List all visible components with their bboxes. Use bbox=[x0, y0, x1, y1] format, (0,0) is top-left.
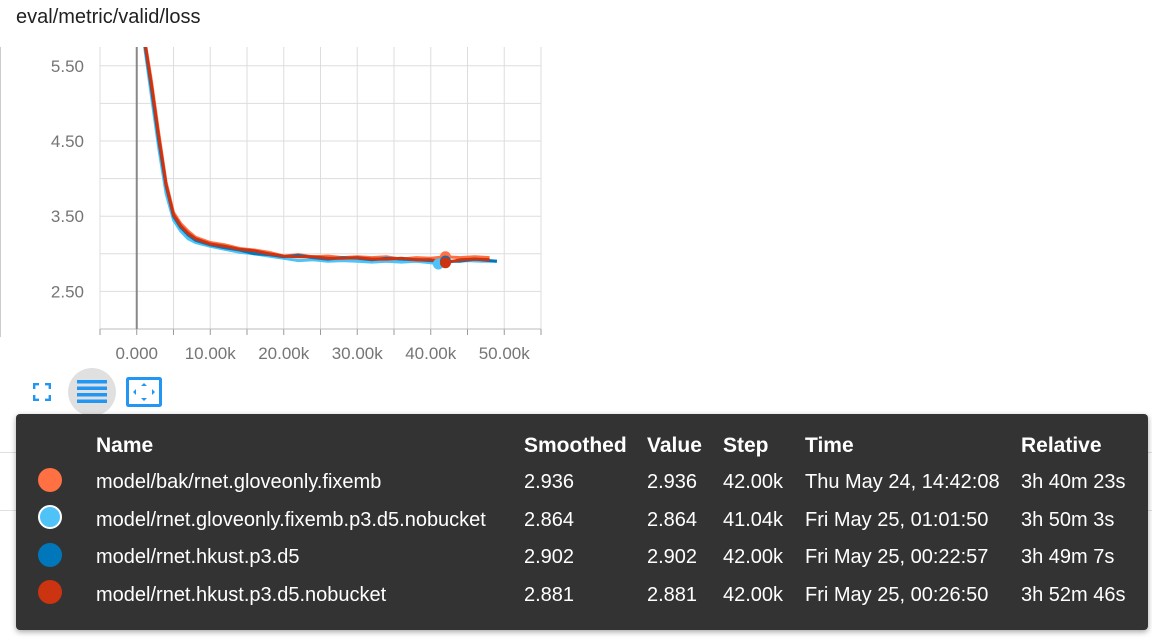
hover-point bbox=[439, 257, 451, 269]
time-value: Thu May 24, 14:42:08 bbox=[805, 471, 1000, 494]
step-header: Step bbox=[723, 434, 769, 457]
smoothed-value: 2.902 bbox=[524, 546, 575, 569]
step-value: 42.00k bbox=[723, 471, 784, 494]
run-name: model/rnet.hkust.p3.d5 bbox=[96, 546, 300, 569]
tooltip-row: model/rnet.hkust.p3.d5 2.902 2.902 42.00… bbox=[26, 539, 1134, 577]
x-tick-label: 30.00k bbox=[332, 344, 384, 363]
relative-header: Relative bbox=[1021, 434, 1102, 457]
series-color-swatch bbox=[38, 505, 62, 530]
fullscreen-button[interactable] bbox=[18, 368, 66, 416]
smoothed-value: 2.864 bbox=[524, 508, 575, 531]
time-value: Fri May 25, 00:26:50 bbox=[805, 583, 989, 606]
x-tick-label: 20.00k bbox=[258, 344, 310, 363]
y-tick-label: 4.50 bbox=[51, 132, 84, 151]
value-header: Value bbox=[647, 434, 702, 457]
time-header: Time bbox=[805, 434, 854, 457]
data-tooltip: Name Smoothed Value Step Time Relative m… bbox=[16, 414, 1148, 630]
series-color-swatch bbox=[38, 542, 62, 567]
x-tick-label: 50.00k bbox=[479, 344, 531, 363]
fullscreen-icon bbox=[33, 383, 51, 401]
run-name: model/rnet.hkust.p3.d5.nobucket bbox=[96, 583, 387, 606]
toggle-y-log-button[interactable] bbox=[68, 368, 116, 416]
step-value: 41.04k bbox=[723, 508, 784, 531]
relative-value: 3h 49m 7s bbox=[1021, 546, 1115, 569]
raw-value: 2.881 bbox=[647, 583, 698, 606]
time-value: Fri May 25, 00:22:57 bbox=[805, 546, 989, 569]
chart-toolbar bbox=[26, 368, 186, 416]
tooltip-row: model/rnet.hkust.p3.d5.nobucket 2.881 2.… bbox=[26, 577, 1134, 615]
step-value: 42.00k bbox=[723, 583, 784, 606]
name-header: Name bbox=[96, 434, 154, 457]
raw-value: 2.902 bbox=[647, 546, 698, 569]
step-value: 42.00k bbox=[723, 546, 784, 569]
x-tick-label: 10.00k bbox=[185, 344, 237, 363]
tooltip-header-row: Name Smoothed Value Step Time Relative bbox=[26, 428, 1134, 464]
y-tick-label: 5.50 bbox=[51, 57, 84, 76]
series-color-swatch bbox=[38, 580, 62, 605]
line-chart[interactable]: 2.50 3.50 4.50 5.50 0.000 10.00k 20.00k 30.00k 4… bbox=[0, 40, 560, 370]
raw-value: 2.936 bbox=[647, 471, 698, 494]
y-tick-label: 2.50 bbox=[51, 282, 84, 301]
chart-area[interactable]: 2.50 3.50 4.50 5.50 0.000 10.00k 20.00k 30.00k 4… bbox=[0, 40, 560, 370]
tooltip-row: model/bak/rnet.gloveonly.fixemb 2.936 2.… bbox=[26, 464, 1134, 502]
run-name: model/rnet.gloveonly.fixemb.p3.d5.nobuck… bbox=[96, 508, 486, 531]
relative-value: 3h 50m 3s bbox=[1021, 508, 1115, 531]
time-value: Fri May 25, 01:01:50 bbox=[805, 508, 989, 531]
x-tick-label: 0.000 bbox=[115, 344, 158, 363]
relative-value: 3h 40m 23s bbox=[1021, 471, 1126, 494]
series-color-swatch bbox=[38, 467, 62, 492]
smoothed-header: Smoothed bbox=[524, 434, 627, 457]
series-line bbox=[144, 47, 490, 261]
smoothed-value: 2.936 bbox=[524, 471, 575, 494]
swatch-header bbox=[26, 428, 96, 464]
run-name: model/bak/rnet.gloveonly.fixemb bbox=[96, 471, 382, 494]
series-line bbox=[144, 47, 490, 265]
fit-domain-button[interactable] bbox=[120, 368, 168, 416]
relative-value: 3h 52m 46s bbox=[1021, 583, 1126, 606]
y-tick-label: 3.50 bbox=[51, 207, 84, 226]
smoothed-value: 2.881 bbox=[524, 583, 575, 606]
chart-title: eval/metric/valid/loss bbox=[16, 6, 201, 28]
tooltip-row: model/rnet.gloveonly.fixemb.p3.d5.nobuck… bbox=[26, 502, 1134, 540]
x-tick-label: 40.00k bbox=[405, 344, 457, 363]
fit-to-data-icon bbox=[126, 377, 162, 407]
list-lines-icon bbox=[77, 380, 107, 403]
raw-value: 2.864 bbox=[647, 508, 698, 531]
tooltip-table: Name Smoothed Value Step Time Relative m… bbox=[26, 428, 1134, 614]
